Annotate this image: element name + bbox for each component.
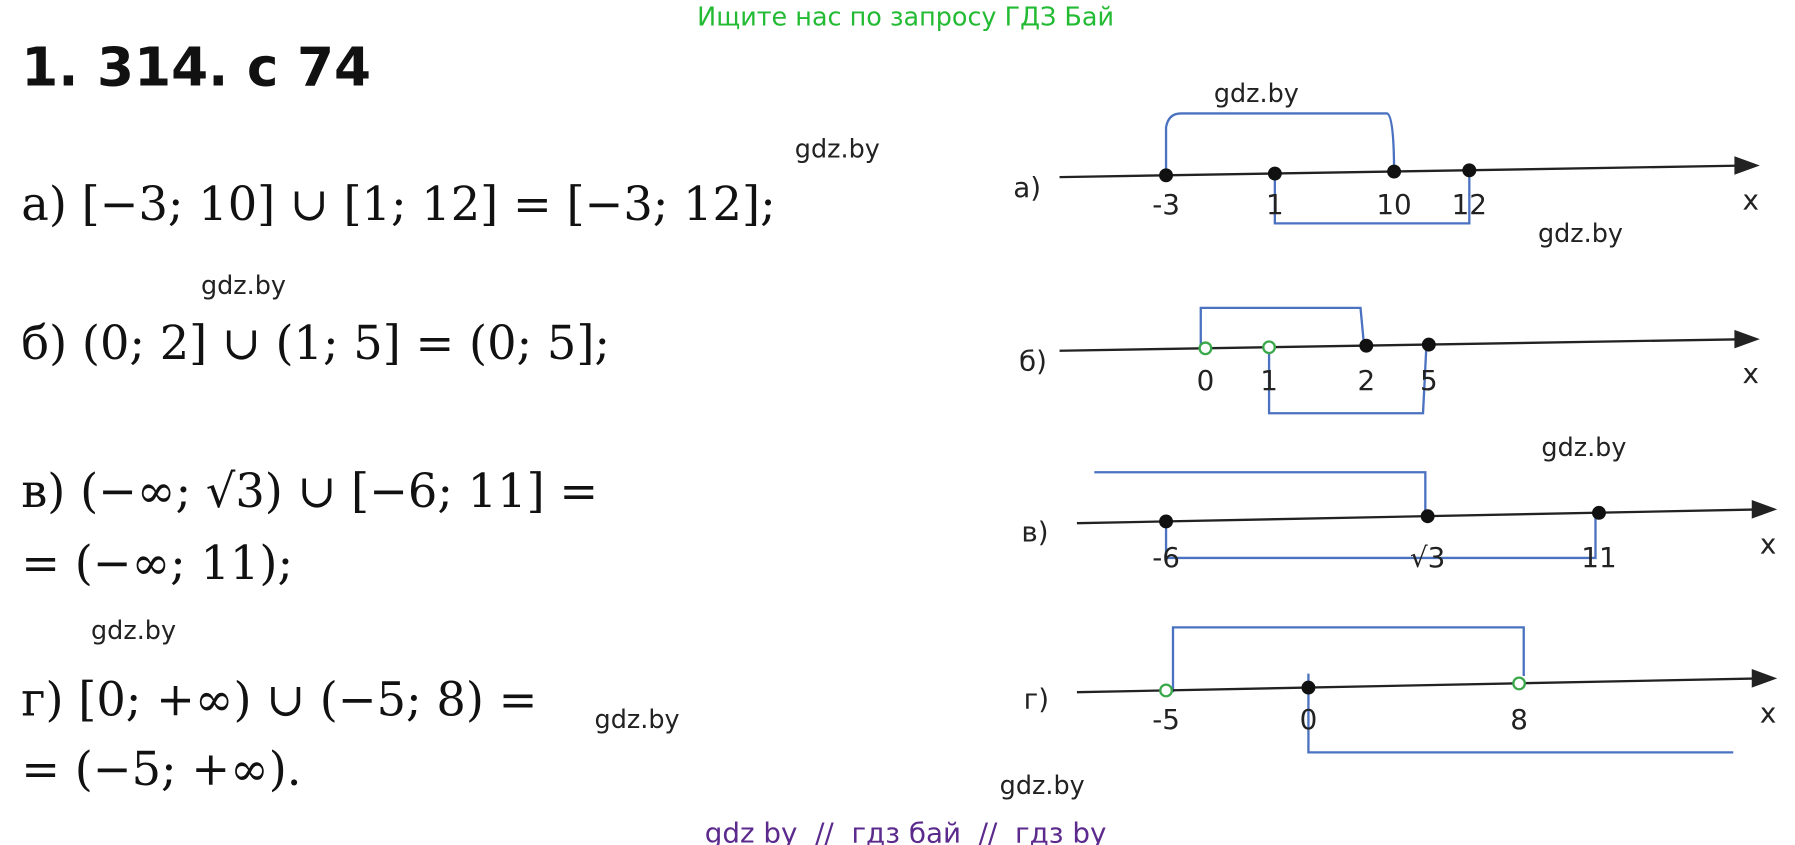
point [1420, 509, 1435, 524]
watermark: gdz.by [1538, 219, 1623, 249]
point [1462, 163, 1477, 178]
axis-line [1059, 164, 1749, 179]
bracket [1199, 306, 1366, 350]
axis-arrow [1734, 156, 1760, 175]
point-label: -6 [1152, 541, 1180, 574]
point-label: 2 [1357, 364, 1375, 397]
axis-name: x [1760, 696, 1776, 729]
solution-line: а) [−3; 10] ∪ [1; 12] = [−3; 12]; [21, 177, 775, 231]
solution-line: = (−∞; 11); [21, 536, 293, 590]
bracket [1164, 112, 1396, 178]
axis-line [1076, 677, 1766, 694]
point-label: 12 [1452, 188, 1487, 221]
bracket [1267, 343, 1428, 415]
watermark: gdz.by [91, 616, 176, 646]
point-label: 5 [1420, 364, 1438, 397]
axis-name: x [1760, 527, 1776, 560]
point [1159, 168, 1173, 183]
point-label: -3 [1152, 188, 1180, 221]
footer: gdz by // гдз бай // гдз by [705, 817, 1107, 845]
point [1267, 166, 1282, 181]
point-label: 0 [1300, 703, 1318, 736]
axis-name: x [1742, 184, 1758, 217]
banner: Ищите нас по запросу ГДЗ Бай [697, 2, 1114, 32]
watermark: gdz.by [595, 705, 680, 735]
bracket [1273, 166, 1471, 225]
point-label: 10 [1376, 188, 1411, 221]
point [1262, 340, 1277, 355]
point [1592, 505, 1606, 520]
point-label: -5 [1152, 703, 1180, 736]
point-label: 1 [1260, 364, 1278, 397]
title: 1. 314. с 74 [21, 37, 371, 99]
watermark: gdz.by [1000, 771, 1085, 801]
bracket [1171, 626, 1525, 693]
bracket [1307, 673, 1734, 754]
point [1387, 164, 1402, 179]
bracket [1164, 513, 1597, 560]
point [1512, 676, 1527, 691]
watermark: gdz.by [795, 134, 880, 164]
axis-arrow [1751, 669, 1778, 688]
line-label: а) [1013, 171, 1041, 204]
point [1159, 514, 1173, 529]
watermark: gdz.by [1541, 433, 1626, 463]
point-label: 11 [1581, 541, 1616, 574]
solution-line: б) (0; 2] ∪ (1; 5] = (0; 5]; [21, 316, 610, 370]
point [1359, 338, 1374, 353]
point-label: 8 [1510, 703, 1528, 736]
watermark: gdz.by [1214, 79, 1299, 109]
axis-line [1059, 338, 1749, 352]
watermark: gdz.by [201, 271, 286, 301]
axis-arrow [1751, 500, 1778, 519]
solution-line: = (−5; +∞). [21, 742, 301, 796]
point-label: 0 [1197, 364, 1215, 397]
point [1198, 341, 1213, 356]
point-label: √3 [1410, 541, 1445, 574]
solution-line: в) (−∞; √3) ∪ [−6; 11] = [21, 464, 598, 518]
line-label: б) [1019, 344, 1047, 377]
axis-name: x [1742, 357, 1758, 390]
bracket [1094, 471, 1427, 518]
line-label: г) [1024, 682, 1049, 715]
point-label: 1 [1266, 188, 1284, 221]
point [1421, 337, 1436, 352]
point [1159, 683, 1173, 698]
axis-arrow [1734, 329, 1760, 349]
solution-line: г) [0; +∞) ∪ (−5; 8) = [21, 672, 537, 726]
point [1301, 680, 1316, 695]
line-label: в) [1021, 516, 1048, 549]
